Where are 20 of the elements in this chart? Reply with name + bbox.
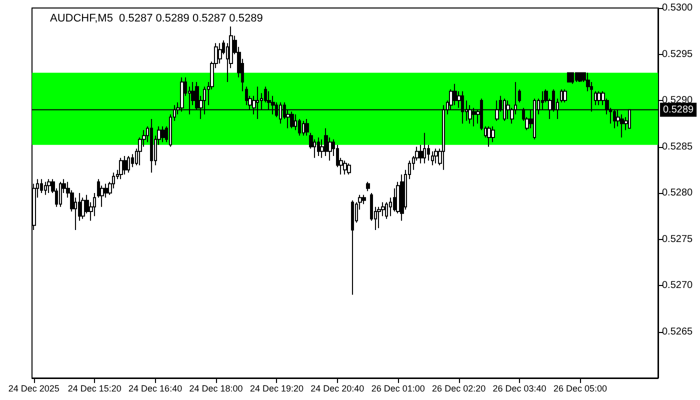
ref-line-label: 0.5289 (663, 104, 694, 116)
x-tick-label: 24 Dec 19:20 (250, 384, 304, 394)
y-tick-label: 0.5285 (662, 141, 694, 152)
x-tick-label: 26 Dec 05:00 (553, 384, 607, 394)
x-tick-label: 26 Dec 03:40 (492, 384, 546, 394)
y-tick-label: 0.5300 (662, 2, 694, 14)
y-tick-label: 0.5280 (662, 188, 694, 198)
x-tick-label: 24 Dec 2025 (8, 384, 60, 394)
x-tick-label: 26 Dec 02:20 (432, 384, 486, 394)
y-tick-label: 0.5295 (662, 48, 694, 60)
chart-title: AUDCHF,M5 0.5287 0.5289 0.5287 0.5289 (50, 12, 263, 24)
x-tick-label: 24 Dec 20:40 (310, 384, 364, 394)
x-tick-label: 24 Dec 18:00 (189, 384, 243, 394)
y-tick-label: 0.5275 (662, 234, 694, 245)
y-tick-label: 0.5265 (662, 326, 694, 338)
x-tick-label: 24 Dec 15:20 (68, 384, 122, 394)
y-tick-label: 0.5290 (662, 95, 694, 106)
y-tick-label: 0.5270 (662, 280, 694, 291)
x-tick-label: 26 Dec 01:00 (371, 384, 425, 394)
x-tick-label: 24 Dec 16:40 (128, 384, 182, 394)
